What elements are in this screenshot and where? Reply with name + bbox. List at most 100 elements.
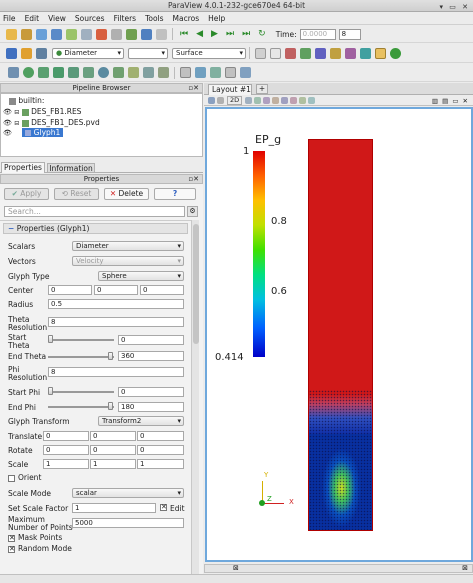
menu-tools[interactable]: Tools xyxy=(145,13,164,23)
contour-icon[interactable] xyxy=(23,67,34,78)
select-block-view-icon[interactable] xyxy=(290,97,298,104)
undo-icon[interactable] xyxy=(96,28,107,40)
translate-y-field[interactable]: 0 xyxy=(90,431,136,441)
view-neg-x-icon[interactable] xyxy=(300,47,311,59)
expand-icon[interactable]: ⊟ xyxy=(14,109,20,116)
rotate-x-field[interactable]: 0 xyxy=(43,445,89,455)
scalars-select[interactable]: Diameter xyxy=(72,241,184,251)
menu-file[interactable]: File xyxy=(3,13,16,23)
glyph-icon[interactable] xyxy=(98,67,109,78)
add-tab-button[interactable]: + xyxy=(256,84,268,94)
panel-float-close-icon[interactable]: ▫✕ xyxy=(188,175,199,183)
warp-vector-icon[interactable] xyxy=(128,67,139,78)
translate-z-field[interactable]: 0 xyxy=(137,431,184,441)
next-frame-icon[interactable]: ⏭ xyxy=(225,29,235,39)
time-step-spinbox[interactable]: 8 xyxy=(338,28,361,40)
view-neg-z-icon[interactable] xyxy=(360,47,371,59)
last-frame-icon[interactable]: ⏭ xyxy=(242,29,251,39)
menu-help[interactable]: Help xyxy=(208,13,226,23)
expand-icon[interactable]: ⊟ xyxy=(14,120,20,127)
end-theta-slider[interactable] xyxy=(48,356,114,358)
connect-icon[interactable] xyxy=(36,28,47,40)
select-points-icon[interactable] xyxy=(195,67,206,78)
mode-2d-button[interactable]: 2D xyxy=(227,96,243,105)
select-points-through-icon[interactable] xyxy=(272,97,280,104)
extract-level-icon[interactable] xyxy=(158,67,169,78)
interactive-select-icon[interactable] xyxy=(299,97,307,104)
eye-icon[interactable]: 👁 xyxy=(3,108,12,116)
help-icon[interactable] xyxy=(141,28,152,40)
edit-color-map-icon[interactable] xyxy=(21,47,32,59)
phi-resolution-field[interactable]: 8 xyxy=(48,367,184,377)
menu-macros[interactable]: Macros xyxy=(172,13,200,23)
view-pos-z-icon[interactable] xyxy=(345,47,356,59)
component-select[interactable] xyxy=(128,47,168,59)
start-phi-slider[interactable] xyxy=(48,391,114,393)
disconnect-icon[interactable] xyxy=(51,28,62,40)
render-view[interactable]: EP_g 1 0.8 0.6 0.414 Y X Z xyxy=(205,107,473,562)
start-theta-field[interactable]: 0 xyxy=(118,335,184,345)
tab-layout-1[interactable]: Layout #1 ✕ xyxy=(208,84,252,103)
view-neg-y-icon[interactable] xyxy=(330,47,341,59)
stream-tracer-icon[interactable] xyxy=(113,67,124,78)
save-data-icon[interactable] xyxy=(66,28,77,40)
apply-button[interactable]: ✔ Apply xyxy=(4,188,49,200)
center-z-field[interactable]: 0 xyxy=(140,285,184,295)
scrollbar-thumb[interactable] xyxy=(193,224,199,344)
interaction-mode-icon[interactable] xyxy=(375,47,386,59)
start-phi-field[interactable]: 0 xyxy=(118,387,184,397)
advanced-toggle-icon[interactable]: ⚙ xyxy=(187,206,198,217)
section-header[interactable]: − Properties (Glyph1) xyxy=(3,223,188,234)
end-theta-slider-knob[interactable] xyxy=(108,352,113,360)
clip-icon[interactable] xyxy=(38,67,49,78)
center-y-field[interactable]: 0 xyxy=(94,285,138,295)
panel-float-close-icon[interactable]: ▫✕ xyxy=(188,84,199,92)
end-theta-field[interactable]: 360 xyxy=(118,351,184,361)
view-split-close-buttons[interactable]: ▥ ▤ ▭ ✕ xyxy=(431,96,469,105)
capture-screenshot-icon[interactable] xyxy=(208,97,215,104)
representation-select[interactable]: Surface xyxy=(172,47,246,59)
reset-camera-icon[interactable] xyxy=(255,47,266,59)
extract-subset-icon[interactable] xyxy=(83,67,94,78)
zoom-data-icon[interactable] xyxy=(270,47,281,59)
calculator-icon[interactable] xyxy=(8,67,19,78)
start-theta-slider-knob[interactable] xyxy=(48,335,53,343)
slice-icon[interactable] xyxy=(53,67,64,78)
search-input[interactable]: Search... xyxy=(4,206,185,217)
toggle-color-legend-icon[interactable] xyxy=(6,47,17,59)
group-datasets-icon[interactable] xyxy=(143,67,154,78)
open-icon[interactable] xyxy=(6,28,17,40)
view-horizontal-scrollbar[interactable]: ⊠ ⊠ xyxy=(204,564,473,573)
mask-points-checkbox[interactable]: ✕ xyxy=(8,534,15,542)
menu-view[interactable]: View xyxy=(48,13,66,23)
help-button[interactable]: ? xyxy=(154,188,196,200)
end-phi-slider[interactable] xyxy=(48,406,114,408)
properties-scrollbar[interactable] xyxy=(191,220,199,583)
tab-information[interactable]: Information xyxy=(47,163,95,173)
max-points-field[interactable]: 5000 xyxy=(72,518,184,528)
orient-checkbox[interactable] xyxy=(8,475,15,482)
clear-selection-icon[interactable] xyxy=(240,67,251,78)
scale-z-field[interactable]: 1 xyxy=(137,459,184,469)
select-points-on-icon[interactable] xyxy=(254,97,262,104)
select-cells-icon[interactable] xyxy=(180,67,191,78)
select-polygon-icon[interactable] xyxy=(281,97,289,104)
glyph-type-select[interactable]: Sphere xyxy=(98,271,184,281)
delete-button[interactable]: ✕ Delete xyxy=(104,188,149,200)
center-x-field[interactable]: 0 xyxy=(48,285,92,295)
scale-mode-select[interactable]: scalar xyxy=(72,488,184,498)
select-frustum-icon[interactable] xyxy=(210,67,221,78)
scroll-left-icon[interactable]: ⊠ xyxy=(233,564,239,572)
pick-center-icon[interactable] xyxy=(156,28,167,40)
window-controls[interactable]: ▾ ▭ ✕ xyxy=(439,3,470,11)
time-value-field[interactable]: 0.0000 xyxy=(299,28,336,40)
rotate-90-icon[interactable] xyxy=(390,47,401,59)
random-mode-checkbox[interactable]: ✕ xyxy=(8,545,15,553)
eye-icon[interactable]: 👁 xyxy=(3,129,12,137)
save-icon[interactable] xyxy=(21,28,32,40)
scale-y-field[interactable]: 1 xyxy=(90,459,136,469)
rescale-range-icon[interactable] xyxy=(36,47,47,59)
vectors-select[interactable]: Velocity xyxy=(72,256,184,266)
tree-item-des-fb1-des[interactable]: 👁 ⊟ DES_FB1_DES.pvd xyxy=(3,118,100,127)
previous-frame-icon[interactable]: ◀ xyxy=(196,29,204,39)
